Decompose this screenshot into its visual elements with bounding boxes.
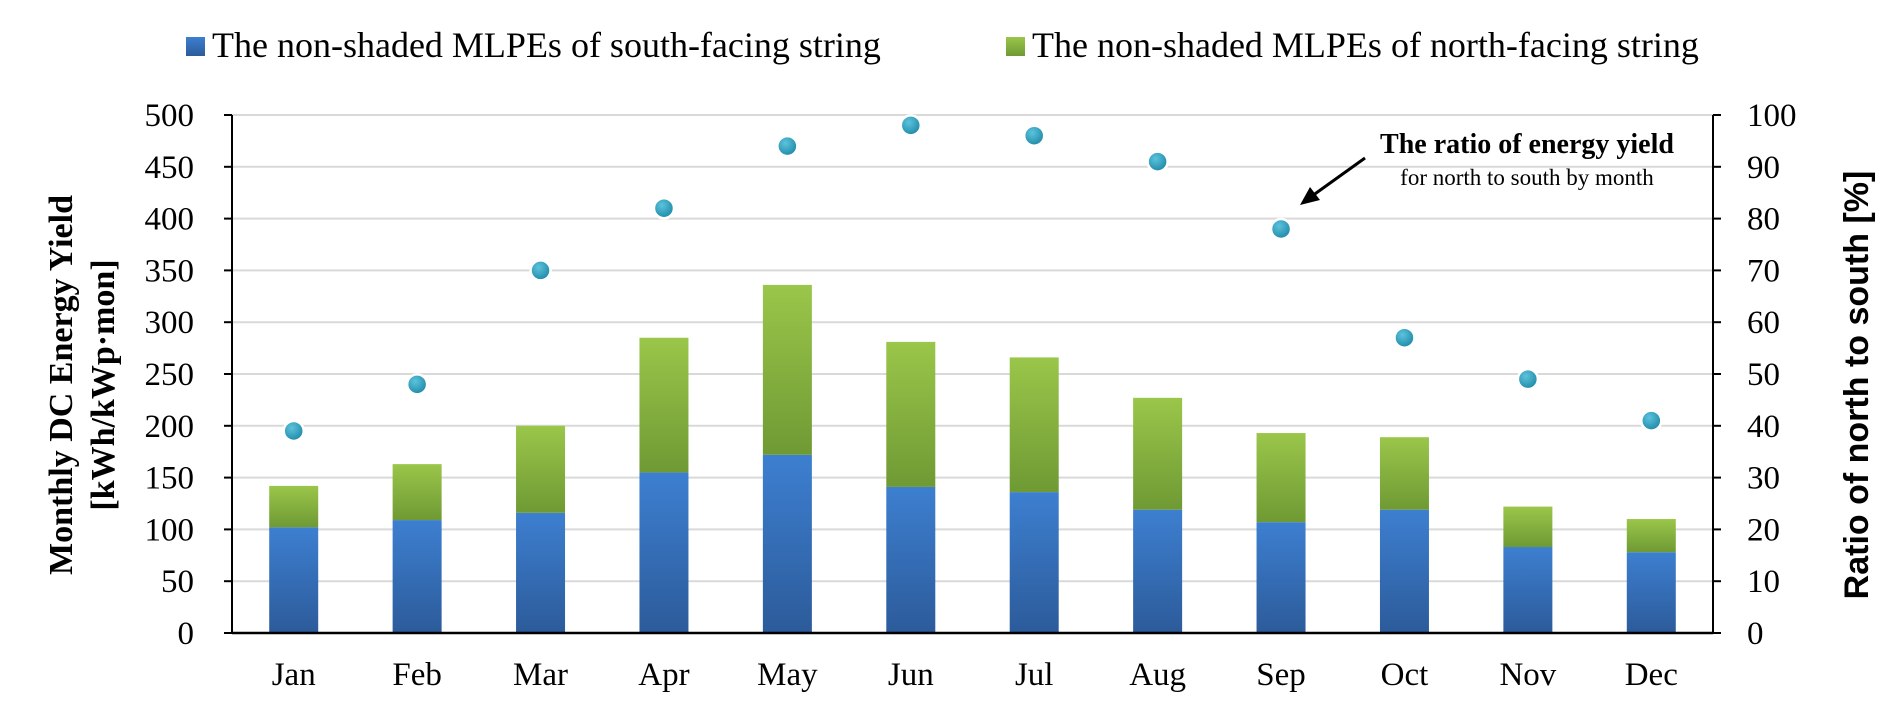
bar-north-may	[762, 284, 812, 455]
legend-swatch-south	[186, 37, 205, 56]
y2-axis-ticks: 0 10 20 30 40 50 60 70 80 90 100	[1713, 98, 1797, 652]
y2-tick-label: 100	[1747, 98, 1797, 134]
bar-south-dec	[1626, 552, 1676, 633]
x-tick-label: Jun	[888, 657, 934, 693]
annotation-subtitle: for north to south by month	[1400, 165, 1654, 190]
ratio-point-jul	[1022, 124, 1046, 147]
bar-north-apr	[639, 337, 689, 473]
bar-north-jul	[1009, 357, 1059, 493]
ratio-point-apr	[652, 196, 676, 220]
y-tick-label: 100	[145, 512, 195, 548]
x-tick-label: Sep	[1256, 657, 1306, 693]
y-tick-label: 0	[178, 616, 195, 652]
bar-north-oct	[1379, 437, 1429, 510]
y-tick-label: 50	[161, 564, 194, 600]
bar-south-oct	[1379, 509, 1429, 633]
bar-north-aug	[1133, 397, 1183, 510]
ratio-point-may	[776, 134, 799, 158]
x-tick-label: May	[757, 657, 818, 693]
bar-south-apr	[639, 472, 689, 633]
y2-tick-label: 80	[1747, 202, 1780, 238]
bar-north-jun	[886, 341, 936, 487]
y2-tick-label: 70	[1747, 253, 1780, 289]
bar-south-feb	[392, 520, 442, 633]
bar-south-may	[762, 454, 812, 633]
y-axis-title-line2: [kWh/kWp·mon]	[85, 259, 122, 510]
y-tick-label: 500	[145, 98, 195, 134]
ratio-point-feb	[405, 373, 429, 396]
bar-south-nov	[1503, 547, 1553, 633]
y-axis-title: Monthly DC Energy Yield	[43, 195, 80, 575]
ratio-point-oct	[1393, 326, 1416, 349]
y-tick-label: 300	[145, 305, 195, 341]
legend: The non-shaded MLPEs of south-facing str…	[186, 25, 1699, 65]
y-axis-ticks: 0 50 100 150 200 250 300 350 400 450 500	[145, 98, 232, 652]
x-tick-label: Jan	[272, 657, 316, 693]
y-tick-label: 400	[145, 202, 195, 238]
x-tick-label: Aug	[1129, 657, 1186, 693]
x-tick-label: Mar	[513, 657, 568, 693]
gridlines	[232, 114, 1713, 583]
bar-south-sep	[1256, 522, 1306, 633]
y2-tick-label: 40	[1747, 409, 1780, 445]
legend-label-north: The non-shaded MLPEs of north-facing str…	[1032, 25, 1699, 65]
x-tick-label: Dec	[1625, 657, 1678, 693]
y2-tick-label: 90	[1747, 150, 1780, 186]
bar-north-jan	[269, 485, 319, 528]
bar-north-mar	[516, 425, 566, 513]
y2-tick-label: 0	[1747, 616, 1764, 652]
x-tick-label: Nov	[1499, 657, 1556, 693]
y-tick-label: 350	[145, 253, 195, 289]
annotation-arrow-head	[1300, 187, 1320, 205]
x-tick-label: Oct	[1381, 657, 1429, 693]
annotation: The ratio of energy yield for north to s…	[1300, 129, 1674, 205]
bar-south-mar	[516, 512, 566, 633]
ratio-points	[282, 114, 1663, 443]
legend-label-south: The non-shaded MLPEs of south-facing str…	[212, 25, 881, 65]
y2-tick-label: 30	[1747, 461, 1780, 497]
bars	[269, 284, 1676, 633]
y2-tick-label: 20	[1747, 512, 1780, 548]
bar-north-sep	[1256, 433, 1306, 523]
y2-tick-label: 50	[1747, 357, 1780, 393]
ratio-point-mar	[529, 259, 552, 282]
ratio-point-jun	[899, 114, 923, 137]
bar-south-jan	[269, 527, 319, 633]
x-tick-label: Apr	[638, 657, 689, 693]
y2-tick-label: 60	[1747, 305, 1780, 341]
x-tick-label: Feb	[392, 657, 442, 693]
ratio-point-nov	[1516, 367, 1540, 391]
y-tick-label: 450	[145, 150, 195, 186]
ratio-point-dec	[1640, 409, 1663, 432]
bar-north-feb	[392, 464, 442, 521]
x-tick-label: Jul	[1015, 657, 1054, 693]
bar-south-jul	[1009, 492, 1059, 633]
bar-north-dec	[1626, 519, 1676, 553]
y2-tick-label: 10	[1747, 564, 1780, 600]
ratio-point-aug	[1146, 150, 1169, 173]
ratio-point-sep	[1269, 217, 1293, 241]
legend-swatch-north	[1006, 37, 1025, 56]
annotation-arrow-line	[1311, 156, 1366, 198]
y-tick-label: 250	[145, 357, 195, 393]
annotation-title: The ratio of energy yield	[1380, 129, 1674, 160]
y2-axis-title: Ratio of north to south [%]	[1838, 171, 1876, 600]
bar-south-jun	[886, 486, 936, 633]
y-tick-label: 200	[145, 409, 195, 445]
y-tick-label: 150	[145, 461, 195, 497]
bar-north-nov	[1503, 506, 1553, 548]
bar-south-aug	[1133, 509, 1183, 633]
ratio-point-jan	[282, 419, 305, 443]
x-axis-ticks: Jan Feb Mar Apr May Jun Jul Aug Sep Oct Nov Dec	[272, 657, 1678, 693]
